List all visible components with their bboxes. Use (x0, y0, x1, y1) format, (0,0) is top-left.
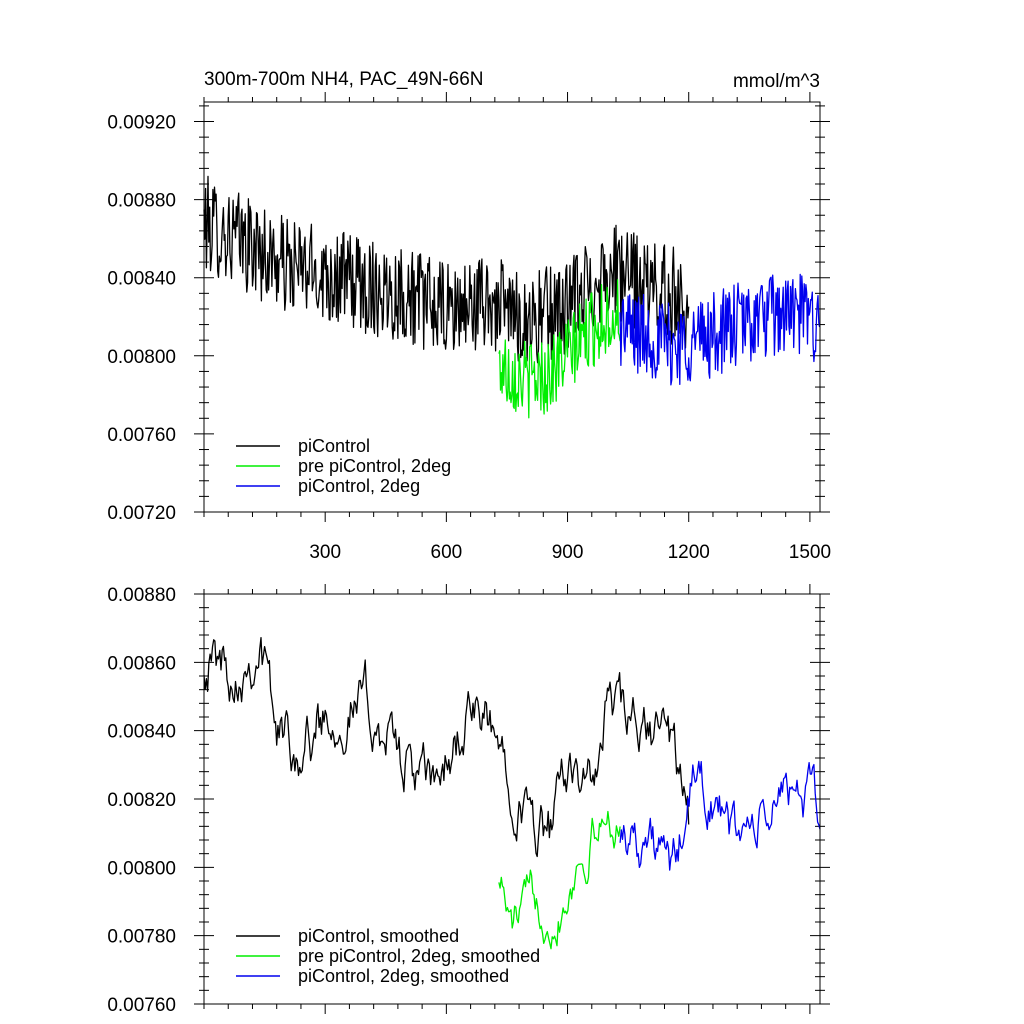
y-tick-label: 0.00920 (107, 113, 176, 134)
series-line (203, 175, 690, 364)
legend-label-pre-picontrol: pre piControl, 2deg (298, 456, 451, 476)
bottom-panel: 0.00760 0.00780 0.00800 0.00820 0.00840 0.008… (107, 584, 830, 1016)
y-tick-labels: 0.00760 0.00780 0.00800 0.00820 0.00840 0.008… (107, 585, 176, 1016)
chart-title: 300m-700m NH4, PAC_49N-66N (204, 69, 484, 90)
legend: piControl, smoothed pre piControl, 2deg,… (236, 926, 540, 986)
legend-label-picontrol-2deg: piControl, 2deg (298, 476, 420, 496)
y-tick-label: 0.00800 (107, 347, 176, 368)
legend-label-picontrol-smoothed: piControl, smoothed (298, 926, 459, 946)
x-tick-label: 600 (431, 542, 463, 563)
x-tick-label: 1200 (668, 542, 710, 563)
legend-label-pre-picontrol-smoothed: pre piControl, 2deg, smoothed (298, 946, 540, 966)
x-tick-label: 1500 (789, 542, 831, 563)
legend-label-picontrol-2deg-smoothed: piControl, 2deg, smoothed (298, 966, 509, 986)
y-tick-label: 0.00780 (107, 927, 176, 948)
y-tick-label: 0.00880 (107, 585, 176, 606)
x-tick-label: 900 (552, 542, 584, 563)
units-label: mmol/m^3 (733, 71, 820, 92)
y-tick-label: 0.00840 (107, 269, 176, 290)
legend-label-picontrol: piControl (298, 436, 370, 456)
x-tick-labels: 300 600 900 1200 1500 (309, 542, 831, 563)
series-line (498, 279, 621, 419)
y-tick-label: 0.00860 (107, 653, 176, 674)
series-line (619, 760, 821, 871)
series-line (203, 637, 690, 858)
y-tick-label: 0.00760 (107, 995, 176, 1016)
top-panel: 300m-700m NH4, PAC_49N-66N mmol/m^3 0.00… (107, 69, 831, 563)
y-tick-label: 0.00840 (107, 722, 176, 743)
y-tick-label: 0.00760 (107, 425, 176, 446)
plot-frame (203, 101, 821, 513)
x-tick-label: 300 (309, 542, 341, 563)
legend: piControl pre piControl, 2deg piControl,… (236, 436, 451, 496)
series-lines (203, 175, 821, 419)
y-tick-label: 0.00800 (107, 858, 176, 879)
series-line (498, 810, 621, 950)
series-lines (203, 637, 821, 950)
y-tick-label: 0.00820 (107, 790, 176, 811)
series-line (619, 273, 821, 386)
y-tick-labels: 0.00720 0.00760 0.00800 0.00840 0.00880 0.009… (107, 113, 176, 524)
y-tick-label: 0.00880 (107, 191, 176, 212)
plot-frame (203, 593, 821, 1005)
y-tick-label: 0.00720 (107, 503, 176, 524)
